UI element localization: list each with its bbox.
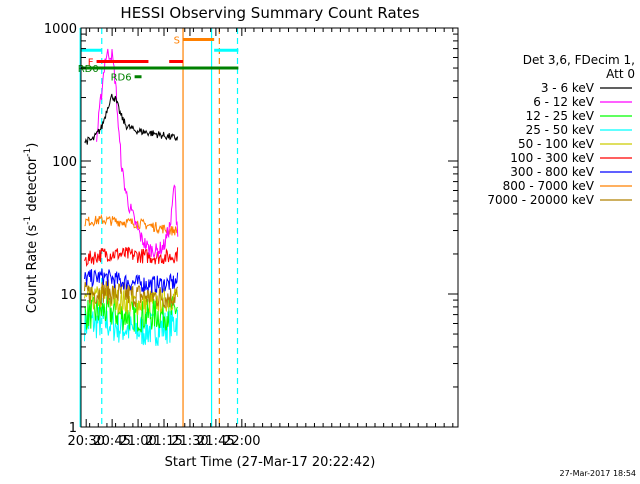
y-axis-label: Count Rate (s-1 detector-1): [23, 143, 40, 314]
series-line-4: [84, 285, 179, 316]
chart-title: HESSI Observing Summary Count Rates: [120, 4, 419, 22]
y-axis-label-mid: detector: [25, 156, 40, 216]
x-tick-label-2: 21:00: [119, 434, 156, 449]
x-tick-label-0: 20:30: [67, 434, 104, 449]
x-tick-label-5: 21:45: [197, 434, 234, 449]
legend-header-line-1: Det 3,6, FDecim 1,: [523, 53, 635, 67]
plot-frame: [80, 27, 459, 428]
legend-label-8: 7000 - 20000 keV: [487, 193, 594, 207]
y-tick-label-0: 1: [69, 421, 77, 436]
footer-timestamp: 27-Mar-2017 18:54: [560, 469, 637, 478]
legend-label-1: 6 - 12 keV: [533, 95, 595, 109]
y-axis-label-end: ): [25, 143, 40, 148]
flag-label-3: RD6: [111, 73, 132, 84]
legend-label-6: 300 - 800 keV: [510, 165, 594, 179]
y-axis-label-sup2: -1: [23, 148, 33, 157]
series-lines: [84, 48, 179, 346]
x-tick-label-4: 21:30: [171, 434, 208, 449]
x-axis-label: Start Time (27-Mar-17 20:22:42): [165, 455, 376, 470]
legend-label-4: 50 - 100 keV: [518, 137, 595, 151]
legend-label-3: 25 - 50 keV: [526, 123, 595, 137]
legend-label-0: 3 - 6 keV: [541, 81, 595, 95]
vertical-markers: [79, 28, 239, 427]
y-tick-label-3: 1000: [44, 22, 77, 37]
legend-label-2: 12 - 25 keV: [526, 109, 595, 123]
series-line-5: [84, 246, 179, 268]
legend-header-line-2: Att 0: [606, 67, 635, 81]
flag-label-0: F: [88, 57, 94, 68]
series-line-1: [96, 48, 179, 258]
y-tick-label-1: 10: [60, 288, 77, 303]
flag-bars: FRD0RD6S: [78, 35, 239, 84]
legend-label-7: 800 - 7000 keV: [503, 179, 595, 193]
y-axis-label-sup1: -1: [23, 216, 33, 225]
y-axis-label-main: Count Rate (s: [25, 225, 40, 314]
series-line-0: [84, 93, 179, 145]
y-axis-ticks: 1 10 100 1000: [44, 22, 458, 436]
series-line-7: [84, 213, 179, 236]
y-tick-label-2: 100: [52, 155, 77, 170]
series-line-6: [84, 268, 179, 293]
series-line-3: [84, 306, 179, 346]
x-tick-label-6: 22:00: [223, 434, 260, 449]
x-tick-label-3: 21:15: [145, 434, 182, 449]
legend-label-5: 100 - 300 keV: [510, 151, 594, 165]
series-line-8: [84, 279, 179, 309]
flag-label-4: S: [174, 35, 180, 46]
x-tick-label-1: 20:45: [93, 434, 130, 449]
